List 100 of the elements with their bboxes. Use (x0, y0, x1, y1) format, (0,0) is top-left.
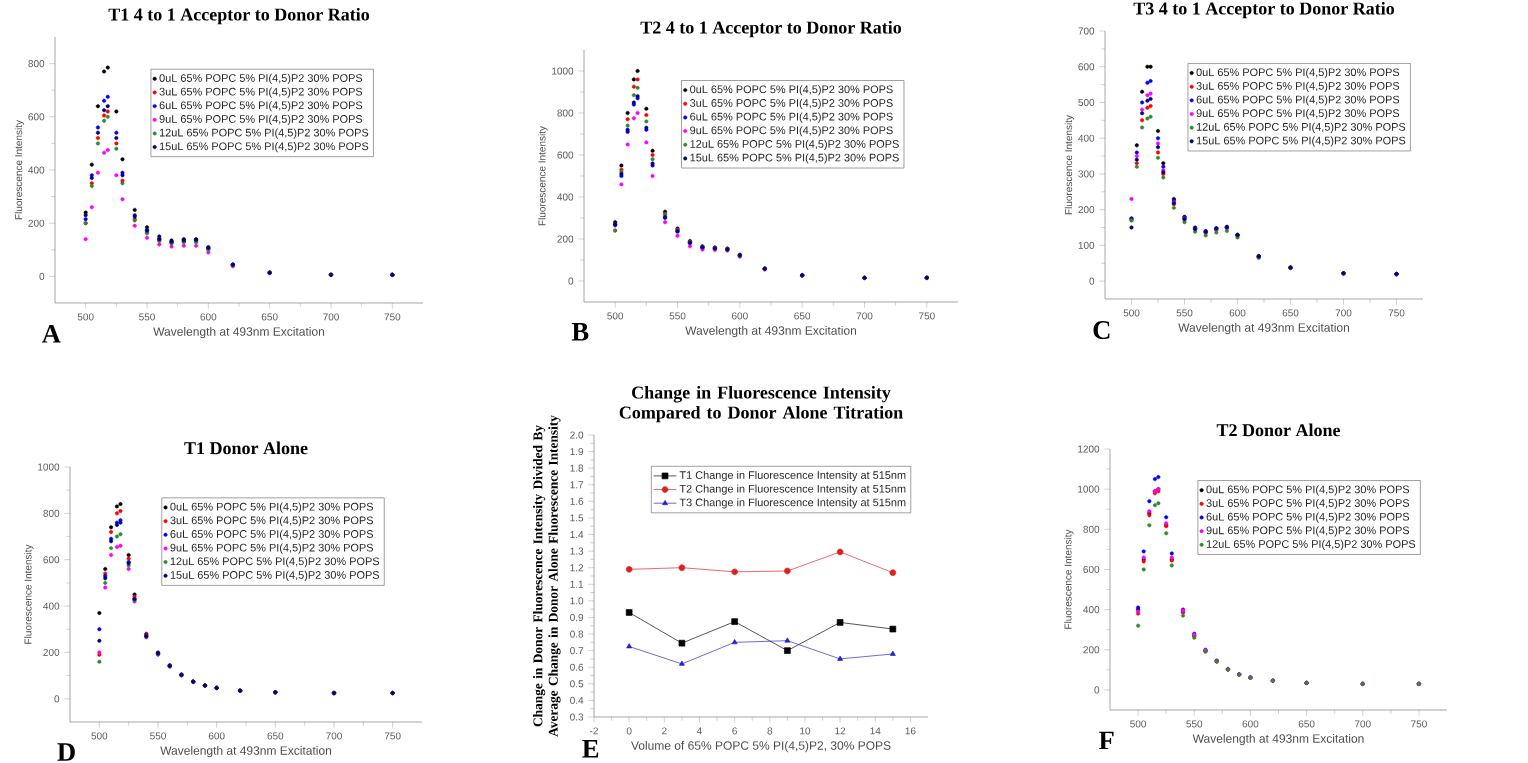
y-tick-label: 600 (1083, 565, 1100, 573)
y-tick-label: 0 (1094, 686, 1100, 694)
x-tick-label: 750 (384, 313, 401, 321)
y-tick-label: 600 (1078, 63, 1095, 71)
y-axis-title: Fluorescence Intensity (1064, 529, 1074, 629)
y-tick-label: 600 (43, 556, 60, 564)
y-axis-title: Fluorescence Intensity (24, 544, 34, 644)
x-tick-label: 550 (150, 732, 166, 740)
x-tick-label: 550 (1176, 309, 1193, 317)
legend-label: 0uL 65% POPC 5% PI(4,5)P2 30% POPS (159, 73, 363, 85)
legend-label: 0uL 65% POPC 5% PI(4,5)P2 30% POPS (170, 502, 373, 513)
legend-label: 9uL 65% POPC 5% PI(4,5)P2 30% POPS (159, 114, 363, 125)
x-tick-label: 550 (139, 313, 155, 321)
x-tick-label: 700 (1335, 309, 1352, 317)
text: B (571, 323, 589, 341)
y-tick-label: 800 (1083, 525, 1100, 533)
y-tick-label: 1000 (552, 67, 574, 75)
y-tick-label: 1000 (38, 463, 60, 471)
legend-label: 15uL 65% POPC 5% PI(4,5)P2 30% POPS (159, 142, 369, 153)
y-tick-label: 700 (1078, 27, 1095, 35)
y-tick-label: 0.5 (570, 680, 584, 688)
legend-label: 0uL 65% POPC 5% PI(4,5)P2 30% POPS (1206, 485, 1410, 496)
legend-label: 15uL 65% POPC 5% PI(4,5)P2 30% POPS (170, 570, 380, 581)
y-tick-label: 1.4 (570, 531, 584, 538)
y-tick-label: 800 (43, 509, 60, 517)
x-tick-label: 750 (1388, 309, 1405, 317)
x-tick-label: 500 (1123, 309, 1140, 317)
legend-label: T3 Change in Fluorescence Intensity at 515nm (679, 498, 906, 509)
x-tick-label: 6 (732, 727, 737, 735)
chart-title: T1 Donor Alone (184, 441, 308, 455)
x-axis-title: Wavelength at 493nm Excitation (685, 325, 857, 338)
legend-label: 12uL 65% POPC 5% PI(4,5)P2 30% POPS (1206, 539, 1416, 551)
chart-title: T1 4 to 1 Acceptor to Donor Ratio (108, 7, 370, 25)
legend-label: T2 Change in Fluorescence Intensity at 515nm (679, 484, 906, 495)
legend-label: 0uL 65% POPC 5% PI(4,5)P2 30% POPS (1196, 68, 1400, 79)
y-tick-label: 0 (1089, 277, 1095, 285)
x-tick-label: 700 (323, 313, 339, 321)
legend-label: 3uL 65% POPC 5% PI(4,5)P2 30% POPS (1196, 81, 1400, 92)
y-tick-label: 0.4 (570, 696, 584, 704)
legend-label: 15uL 65% POPC 5% PI(4,5)P2 30% POPS (690, 153, 899, 164)
y-tick-label: 0 (39, 272, 45, 280)
text: F (1098, 731, 1114, 750)
y-tick-label: 0.3 (570, 713, 584, 721)
x-axis-title: Wavelength at 493nm Excitation (160, 745, 332, 758)
x-axis-title: Wavelength at 493nm Excitation (153, 326, 325, 339)
y-tick-label: 200 (557, 235, 574, 243)
text: A (41, 324, 61, 343)
text: C (1093, 321, 1110, 340)
legend-label: 15uL 65% POPC 5% PI(4,5)P2 30% POPS (1196, 136, 1406, 147)
x-tick-label: 550 (1186, 720, 1203, 728)
legend-label: T1 Change in Fluorescence Intensity at 515nm (679, 470, 906, 482)
y-tick-label: 300 (1078, 170, 1095, 178)
legend-label: 12uL 65% POPC 5% PI(4,5)P2 30% POPS (690, 139, 899, 150)
legend-label: 9uL 65% POPC 5% PI(4,5)P2 30% POPS (1206, 526, 1410, 537)
legend-label: 12uL 65% POPC 5% PI(4,5)P2 30% POPS (170, 557, 380, 568)
y-tick-label: 200 (1083, 646, 1100, 654)
x-tick-label: 500 (77, 313, 94, 321)
legend-label: 9uL 65% POPC 5% PI(4,5)P2 30% POPS (1196, 109, 1400, 120)
y-tick-label: 1.5 (570, 514, 584, 522)
x-tick-label: 500 (1130, 720, 1147, 728)
y-tick-label: 0.6 (570, 663, 584, 671)
y-tick-label: 100 (1078, 241, 1095, 249)
y-axis-title: Fluorescence Intensity (538, 126, 548, 226)
legend-label: 9uL 65% POPC 5% PI(4,5)P2 30% POPS (170, 543, 373, 554)
legend-label: 6uL 65% POPC 5% PI(4,5)P2 30% POPS (170, 529, 373, 541)
y-tick-label: 200 (1078, 206, 1095, 214)
y-tick-label: 400 (28, 166, 45, 174)
y-tick-label: 500 (1078, 98, 1095, 107)
x-tick-label: 8 (767, 727, 773, 735)
x-tick-label: 750 (1411, 720, 1427, 728)
y-tick-label: 1.8 (570, 464, 584, 472)
y-tick-label: 0 (54, 695, 60, 703)
x-axis-title: Wavelength at 493nm Excitation (1192, 733, 1364, 746)
chart-title: T3 4 to 1 Acceptor to Donor Ratio (1133, 1, 1395, 19)
x-tick-label: 700 (326, 732, 342, 740)
x-tick-label: 750 (384, 732, 401, 740)
chart-title: T2 4 to 1 Acceptor to Donor Ratio (640, 20, 902, 38)
y-tick-label: 400 (557, 193, 574, 201)
y-tick-label: 200 (43, 648, 60, 656)
y-tick-label: 400 (43, 602, 60, 610)
y-axis-title: Change in Donor Fluorescence Intensity Divided By Average Change in Donor Alone Fluorescence Intensity (533, 415, 561, 737)
x-tick-label: 700 (1354, 720, 1371, 728)
legend-label: 3uL 65% POPC 5% PI(4,5)P2 30% POPS (159, 87, 363, 98)
y-tick-label: 0 (568, 277, 574, 285)
y-tick-label: 0.8 (570, 630, 584, 638)
y-tick-label: 0.9 (570, 613, 584, 621)
y-tick-label: 600 (28, 113, 45, 121)
x-tick-label: 750 (919, 312, 935, 320)
x-tick-label: 0 (626, 727, 632, 735)
chart-title: Change in Fluorescence Intensity Compared to Donor Alone Titration (619, 385, 903, 423)
legend-label: 3uL 65% POPC 5% PI(4,5)P2 30% POPS (170, 516, 373, 527)
y-axis-title: Fluorescence Intensity (14, 120, 25, 220)
y-tick-label: 400 (1083, 606, 1100, 614)
x-tick-label: 700 (856, 312, 873, 320)
y-tick-label: 400 (1078, 134, 1095, 142)
y-tick-label: 0.7 (570, 647, 584, 655)
x-tick-label: 650 (1298, 720, 1315, 728)
y-tick-label: 1.2 (570, 564, 584, 572)
x-tick-label: 600 (732, 312, 748, 320)
y-tick-label: 1.7 (570, 481, 584, 489)
